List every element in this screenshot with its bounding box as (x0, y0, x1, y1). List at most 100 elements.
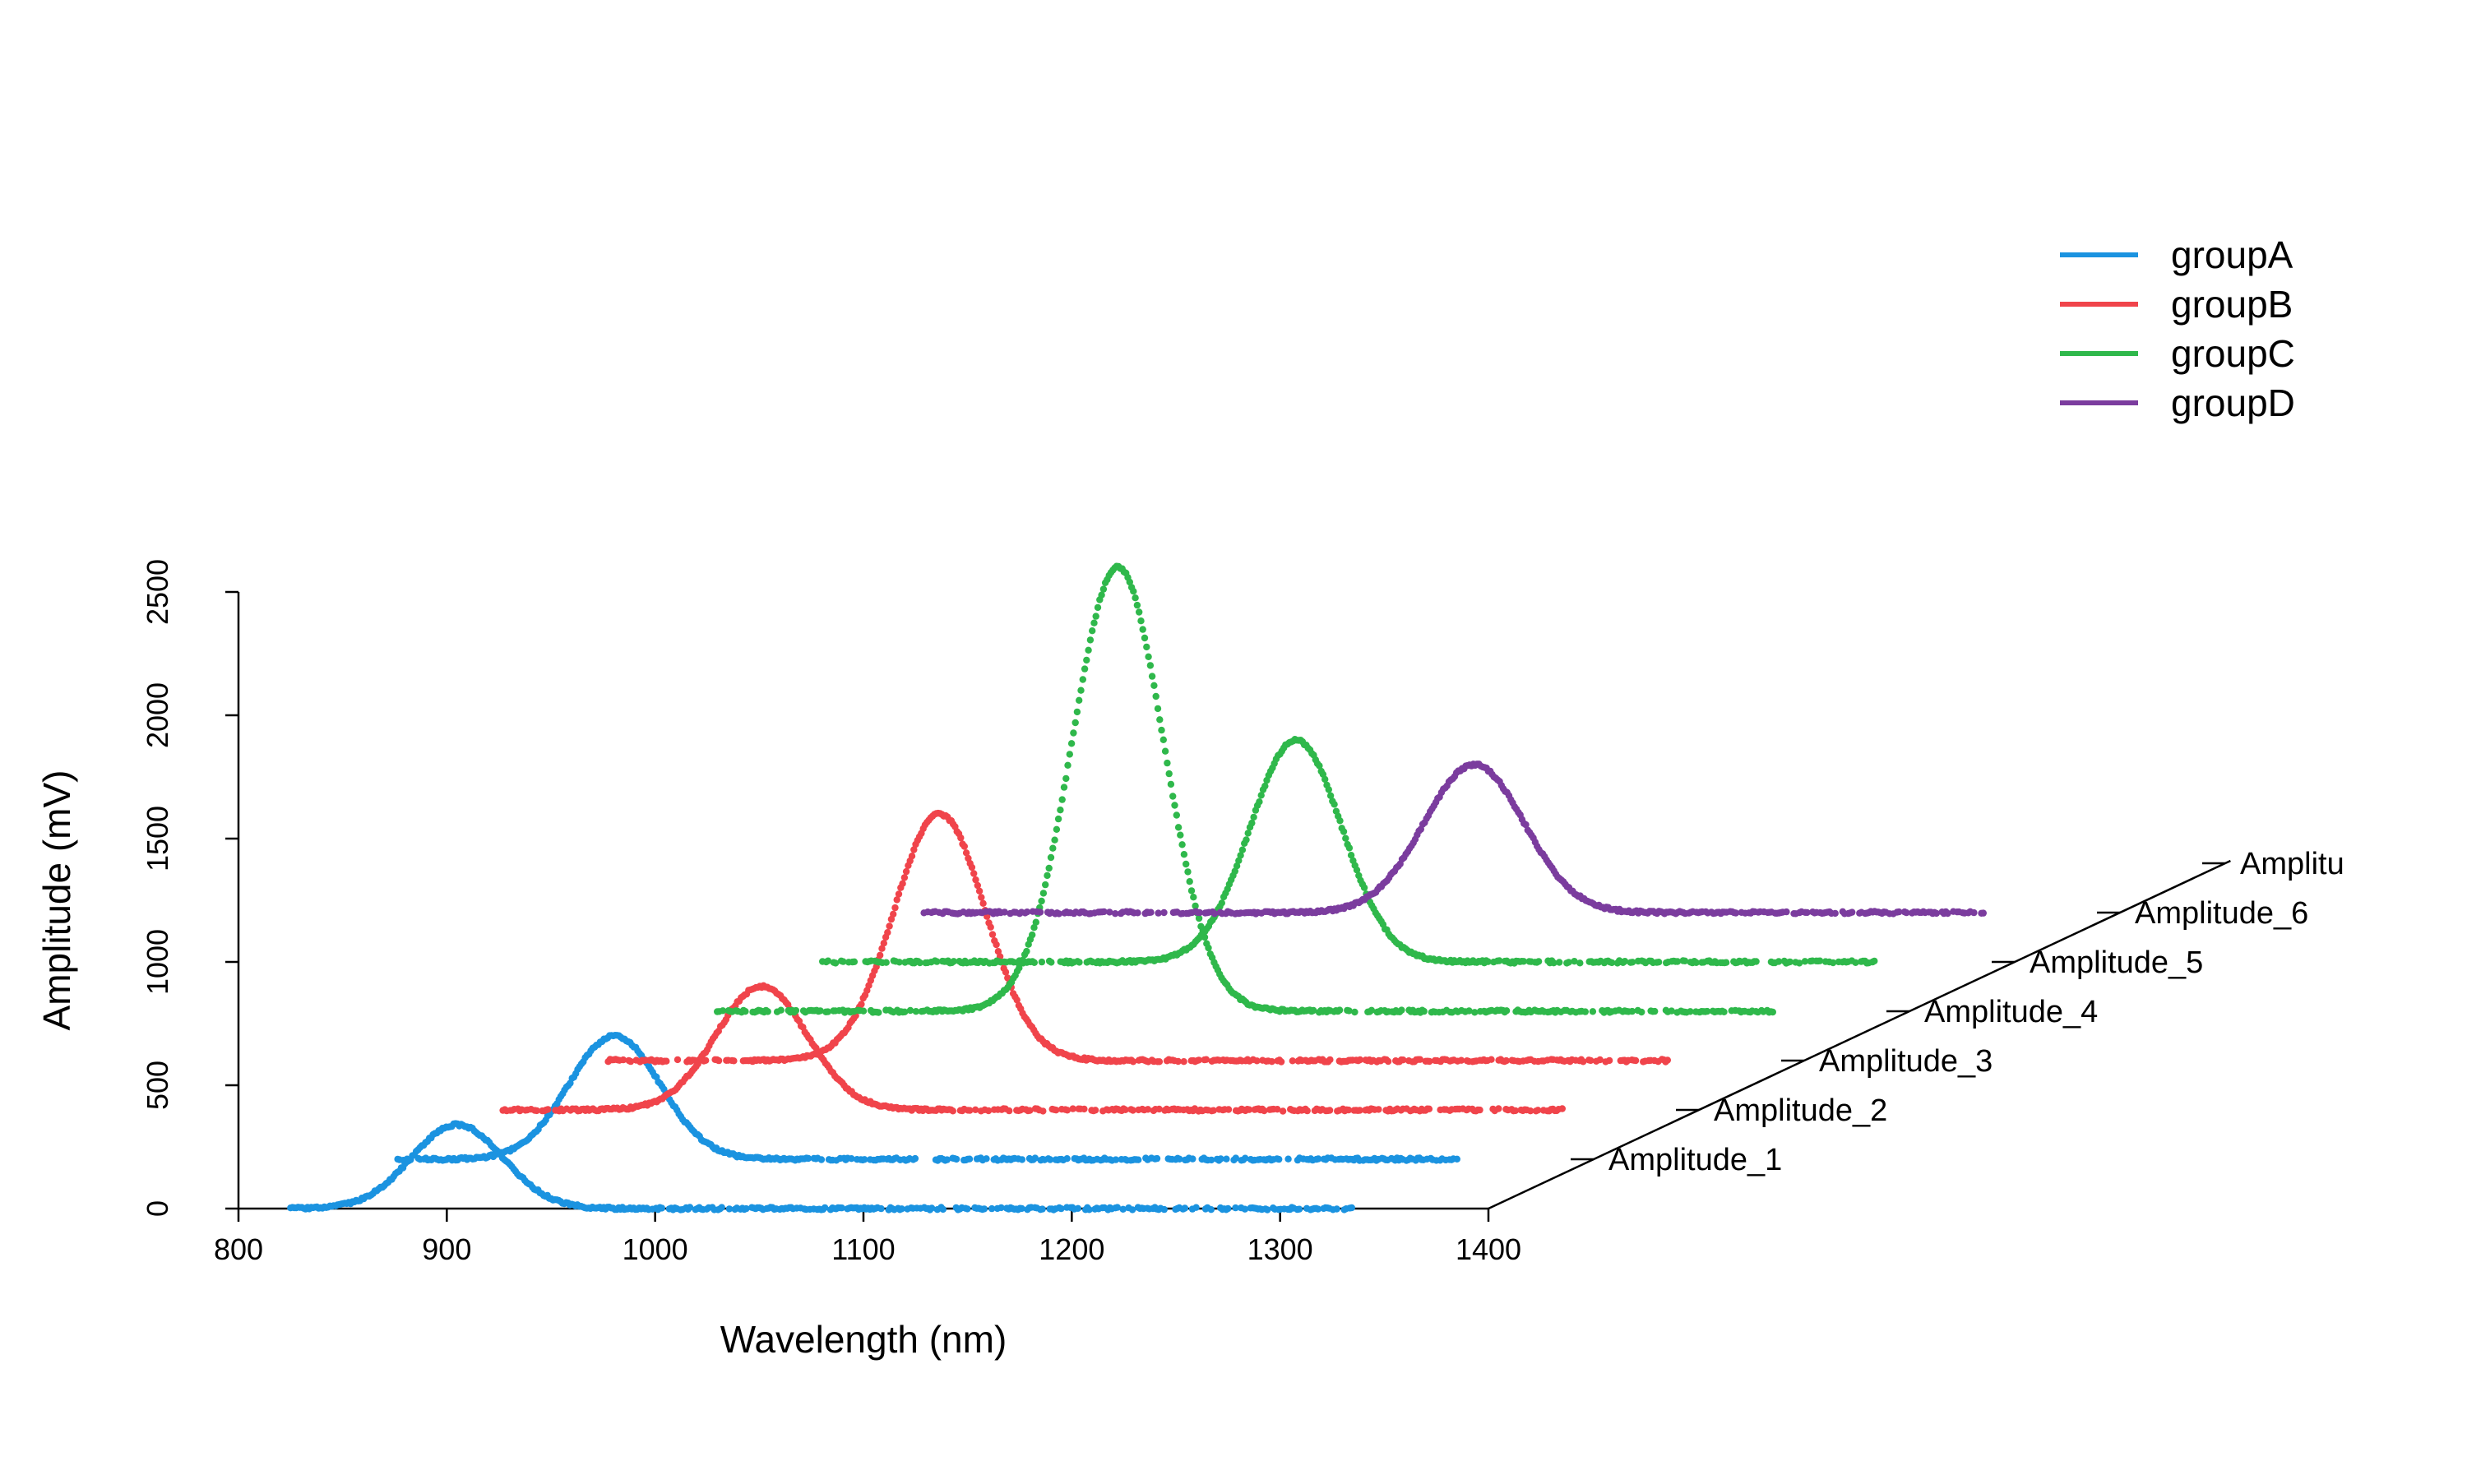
data-point (1023, 908, 1031, 916)
data-point (544, 1106, 552, 1113)
data-point (1081, 665, 1089, 673)
data-point (964, 1205, 971, 1213)
data-point (902, 867, 910, 876)
y-tick-label: 1500 (141, 806, 174, 871)
data-point (1001, 908, 1008, 916)
data-point (1786, 958, 1794, 966)
data-point (777, 1006, 785, 1014)
data-point (817, 1156, 826, 1163)
data-point (911, 1154, 919, 1163)
data-point (1356, 1056, 1364, 1064)
data-point (1083, 656, 1090, 664)
data-point (1177, 831, 1184, 839)
data-point (1360, 884, 1368, 891)
data-point (533, 1107, 540, 1115)
data-point (950, 958, 958, 965)
data-point (972, 1106, 979, 1114)
data-point (1092, 613, 1099, 620)
data-point (910, 846, 918, 853)
data-point (1180, 851, 1188, 858)
data-point (988, 1204, 996, 1213)
data-point (1453, 1155, 1461, 1163)
data-point (1237, 852, 1244, 859)
data-point (1232, 1204, 1239, 1212)
data-point (838, 1204, 845, 1212)
data-point (957, 834, 965, 842)
data-point (877, 1204, 885, 1213)
data-point (978, 894, 985, 901)
data-point (1207, 1156, 1215, 1164)
data-point (1651, 1007, 1659, 1015)
data-point (1039, 890, 1048, 897)
data-point (1895, 908, 1903, 916)
data-point (1326, 1107, 1334, 1114)
data-point (1244, 830, 1252, 837)
data-point (1053, 825, 1061, 833)
data-point (850, 958, 859, 966)
data-point (916, 959, 923, 967)
legend-label-groupD: groupD (2171, 381, 2295, 424)
depth-tick-label: Amplitude_3 (1819, 1044, 1993, 1079)
data-point (725, 1205, 734, 1213)
data-point (831, 959, 840, 967)
data-point (895, 890, 903, 898)
data-point (824, 1008, 831, 1015)
data-point (1160, 908, 1168, 917)
data-point (1476, 1106, 1483, 1114)
data-point (840, 958, 847, 965)
data-point (1488, 1056, 1495, 1063)
data-point (882, 959, 890, 966)
data-point (1073, 708, 1081, 716)
data-point (1051, 836, 1058, 844)
data-point (663, 1057, 670, 1065)
data-point (804, 1154, 812, 1163)
data-point (1336, 817, 1344, 825)
data-point (1400, 1056, 1407, 1064)
data-point (718, 1204, 725, 1211)
data-point (1069, 1105, 1076, 1112)
data-point (1094, 603, 1102, 612)
data-point (1112, 1156, 1120, 1163)
data-point (1013, 996, 1021, 1004)
data-point (1581, 1008, 1590, 1015)
data-point (1184, 868, 1192, 876)
data-point (1099, 585, 1108, 593)
data-point (1167, 780, 1175, 788)
data-point (898, 1205, 905, 1213)
data-point (1632, 1056, 1640, 1065)
data-point (1113, 1204, 1122, 1211)
data-point (1752, 958, 1760, 965)
data-point (1326, 792, 1335, 799)
data-point (658, 1204, 665, 1212)
data-point (1248, 819, 1256, 827)
data-point (979, 899, 987, 908)
data-point (994, 948, 1002, 955)
data-point (1137, 617, 1145, 625)
data-point (1192, 1204, 1200, 1211)
data-point (702, 1056, 710, 1065)
data-point (1158, 726, 1165, 734)
data-point (1150, 682, 1158, 689)
data-point (1129, 1058, 1137, 1066)
depth-tick-label: Amplitu (2240, 847, 2344, 881)
data-point (980, 1205, 988, 1213)
x-tick-label: 1300 (1247, 1232, 1313, 1266)
data-point (1195, 914, 1203, 922)
data-point (1333, 1205, 1340, 1213)
data-point (1534, 958, 1543, 965)
data-point (933, 958, 941, 965)
y-axis-title: Amplitude (mV) (35, 770, 78, 1031)
data-point (1106, 908, 1113, 916)
axis-labels: Wavelength (nm) Amplitude (mV) (35, 770, 1007, 1361)
y-tick-label: 500 (141, 1061, 174, 1110)
legend-label-groupA: groupA (2171, 233, 2293, 276)
data-point (968, 863, 976, 871)
data-point (1375, 1106, 1382, 1113)
data-point (1171, 802, 1178, 809)
data-point (1256, 798, 1263, 806)
data-point (1038, 958, 1046, 966)
data-point (1681, 957, 1689, 965)
data-point (952, 1155, 960, 1163)
data-point (1457, 1056, 1465, 1064)
